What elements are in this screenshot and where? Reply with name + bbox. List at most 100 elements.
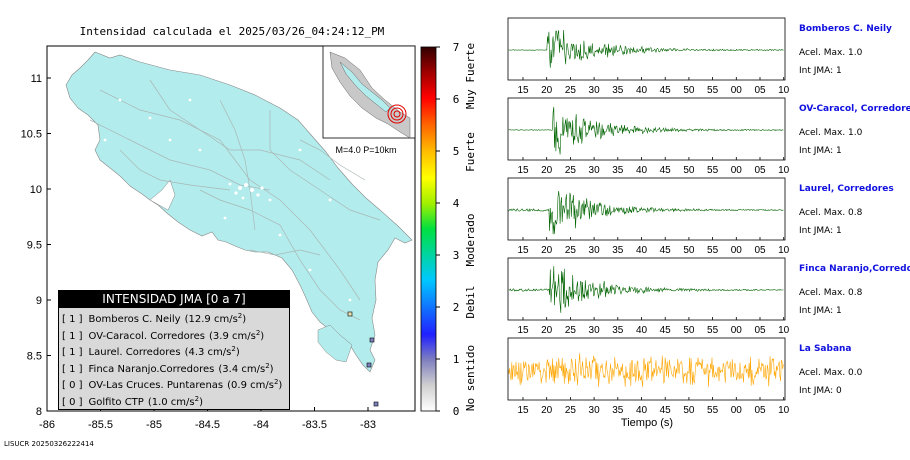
time-axis-label: Tiempo (s) — [621, 417, 673, 429]
x-tick-label: -83 — [360, 419, 376, 431]
time-tick-label: 40 — [636, 405, 648, 416]
legend-accel: (3.4 cm/s — [218, 363, 266, 375]
legend-accel: (4.3 cm/s — [184, 347, 232, 359]
legend-row: [ 1 ] Bomberos C. Neily (12.9 cm/s2) — [59, 308, 289, 325]
legend-row: [ 1 ] Laurel. Corredores (4.3 cm/s2) — [59, 341, 289, 358]
time-tick-label: 10 — [778, 165, 790, 176]
station-name: Finca Naranjo,Corredores — [799, 264, 910, 274]
time-tick-label: 20 — [541, 85, 553, 96]
time-tick-label: 05 — [754, 405, 766, 416]
station-marker — [366, 362, 372, 368]
waveform-trace — [508, 353, 784, 388]
y-tick-label: 8.5 — [27, 351, 42, 363]
intensity-legend: INTENSIDAD JMA [0 a 7] [ 1 ] Bomberos C. … — [58, 290, 290, 410]
legend-level: [ 1 ] — [62, 347, 83, 359]
time-tick-label: 10 — [778, 85, 790, 96]
station-name: OV-Caracol, Corredores — [799, 104, 910, 114]
time-tick-label: 45 — [660, 245, 672, 256]
time-tick-label: 35 — [612, 245, 624, 256]
time-tick-label: 25 — [565, 85, 577, 96]
station-name: Bomberos C. Neily — [799, 24, 892, 34]
station-intensity: Int JMA: 0 — [799, 386, 842, 396]
time-tick-label: 10 — [778, 245, 790, 256]
waveform-trace — [508, 29, 784, 68]
y-tick-label: 9 — [36, 295, 42, 307]
time-tick-label: 50 — [683, 405, 695, 416]
station-intensity: Int JMA: 1 — [799, 66, 842, 76]
legend-level: [ 0 ] — [62, 396, 83, 408]
time-tick-label: 55 — [707, 405, 719, 416]
legend-level: [ 1 ] — [62, 330, 83, 342]
seismogram-panel: 15 20 25 30 35 40 45 50 55 00 05 10 — [507, 257, 790, 336]
map-title: Intensidad calculada el 2025/03/26_04:24… — [80, 25, 385, 38]
time-tick-label: 10 — [778, 405, 790, 416]
time-tick-label: 15 — [517, 85, 529, 96]
colorbar-tick-label: 3 — [453, 249, 460, 262]
legend-unit-exponent: 2 — [231, 345, 236, 353]
legend-station-name: Laurel. Corredores — [88, 347, 181, 359]
time-tick-label: 15 — [517, 405, 529, 416]
legend-row: [ 0 ] Golfito CTP (1.0 cm/s2) — [59, 391, 289, 408]
legend-station-name: Finca Naranjo.Corredores — [88, 363, 215, 375]
time-tick-label: 35 — [612, 405, 624, 416]
station-marker — [369, 337, 375, 343]
legend-row: [ 0 ] OV-Las Cruces. Puntarenas (0.9 cm/s2… — [59, 374, 289, 391]
station-name: Laurel, Corredores — [799, 184, 894, 194]
colorbar-tick-label: 6 — [453, 93, 460, 106]
time-tick-label: 20 — [541, 245, 553, 256]
legend-level: [ 1 ] — [62, 363, 83, 375]
legend-accel: (12.9 cm/s — [184, 314, 238, 326]
seismogram-panel: 15 20 25 30 35 40 45 50 55 00 05 10 — [507, 337, 790, 416]
time-tick-label: 50 — [683, 85, 695, 96]
y-tick-label: 10.5 — [21, 129, 42, 141]
time-tick-label: 25 — [565, 325, 577, 336]
time-tick-label: 35 — [612, 85, 624, 96]
legend-unit-exponent: 2 — [273, 378, 279, 386]
x-tick-label: -85.5 — [88, 419, 113, 431]
colorbar-tick-label: 7 — [453, 41, 460, 54]
legend-paren: ) — [199, 396, 204, 408]
colorbar-category-label: Moderado — [464, 214, 477, 267]
time-tick-label: 00 — [731, 325, 743, 336]
colorbar-tick-label: 2 — [453, 301, 460, 314]
x-tick-label: -83.5 — [302, 419, 327, 431]
legend-title: INTENSIDAD JMA [0 a 7] — [59, 291, 289, 308]
legend-level: [ 0 ] — [62, 380, 83, 392]
time-tick-label: 20 — [541, 405, 553, 416]
time-tick-label: 30 — [589, 165, 601, 176]
x-tick-label: -85 — [146, 419, 162, 431]
legend-paren: ) — [278, 380, 283, 392]
waveform-trace — [508, 266, 784, 313]
time-tick-label: 40 — [636, 165, 648, 176]
station-max-accel: Acel. Max. 0.0 — [799, 368, 863, 378]
time-tick-label: 55 — [707, 165, 719, 176]
legend-level: [ 1 ] — [62, 314, 83, 326]
time-tick-label: 25 — [565, 165, 577, 176]
seismogram-panel: 15 20 25 30 35 40 45 50 55 00 05 10 — [507, 177, 790, 256]
time-tick-label: 45 — [660, 405, 672, 416]
time-tick-label: 00 — [731, 405, 743, 416]
legend-accel: (3.9 cm/s — [209, 330, 256, 342]
time-tick-label: 15 — [517, 245, 529, 256]
time-tick-label: 35 — [612, 325, 624, 336]
y-tick-label: 10 — [30, 184, 42, 196]
time-tick-label: 30 — [589, 85, 601, 96]
time-tick-label: 30 — [589, 245, 601, 256]
time-tick-label: 50 — [683, 245, 695, 256]
epicenter-marker — [387, 104, 407, 124]
colorbar-tick-label: 1 — [453, 353, 460, 366]
time-tick-label: 05 — [754, 325, 766, 336]
station-max-accel: Acel. Max. 1.0 — [799, 128, 863, 138]
y-tick-label: 8 — [36, 406, 42, 418]
y-tick-label: 9.5 — [27, 240, 42, 252]
station-name: La Sabana — [799, 344, 852, 354]
station-max-accel: Acel. Max. 0.8 — [799, 208, 863, 218]
colorbar-category-label: No sentido — [464, 345, 477, 411]
time-tick-label: 15 — [517, 165, 529, 176]
x-tick-label: -84.5 — [195, 419, 220, 431]
time-tick-label: 35 — [612, 165, 624, 176]
colorbar-category-label: Debil — [464, 285, 477, 318]
legend-paren: ) — [242, 314, 247, 326]
time-tick-label: 30 — [589, 325, 601, 336]
